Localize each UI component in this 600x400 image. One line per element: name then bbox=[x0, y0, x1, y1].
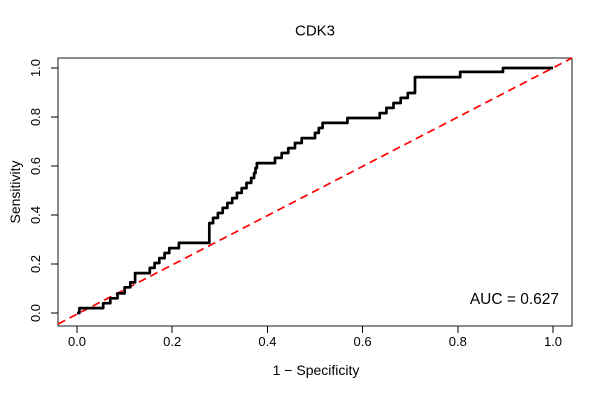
y-tick-label: 0.2 bbox=[28, 255, 43, 273]
x-tick-label: 1.0 bbox=[544, 334, 562, 349]
y-tick-label: 0.0 bbox=[28, 304, 43, 322]
y-axis-label: Sensitivity bbox=[7, 160, 23, 224]
x-tick-label: 0.2 bbox=[163, 334, 181, 349]
reference-diagonal-line bbox=[57, 57, 573, 325]
x-tick-label: 0.4 bbox=[258, 334, 276, 349]
y-tick-label: 0.8 bbox=[28, 108, 43, 126]
y-tick-label: 0.4 bbox=[28, 206, 43, 224]
x-tick-label: 0.8 bbox=[449, 334, 467, 349]
x-tick-label: 0.0 bbox=[68, 334, 86, 349]
y-tick-label: 1.0 bbox=[28, 59, 43, 77]
auc-annotation: AUC = 0.627 bbox=[469, 291, 559, 308]
y-tick-label: 0.6 bbox=[28, 157, 43, 175]
roc-curve-path bbox=[77, 66, 553, 315]
plot-title: CDK3 bbox=[294, 22, 336, 40]
plot-border-box bbox=[57, 57, 573, 327]
x-tick-label: 0.6 bbox=[354, 334, 372, 349]
x-axis-label: 1 − Specificity bbox=[272, 362, 360, 378]
